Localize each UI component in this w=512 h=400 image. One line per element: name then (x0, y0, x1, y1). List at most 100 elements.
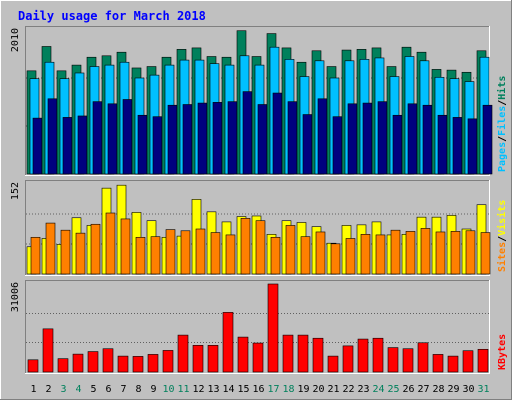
bar-pages-day-17: Pages 17: 1130 (272, 92, 283, 175)
bar-sites-day-12: Sites 12: 76 (195, 228, 206, 275)
bar-pages-day-14: Pages 14: 1010 (227, 101, 238, 175)
x-tick-label-day-19: 19 (297, 384, 309, 395)
bar-sites-day-10: Sites 10: 75 (165, 229, 176, 275)
bar-kbytes-day-18: KBytes 18: 13000 (282, 334, 294, 373)
x-tick-label-day-9: 9 (150, 384, 156, 395)
bar-kbytes-day-10: KBytes 10: 7600 (162, 350, 174, 373)
x-axis-day-labels: 1 2 3 4 5 6 7 8 9 10 11 12 13 14 15 16 17 18 19 20 21 22 23 24 2… (30, 384, 489, 395)
bar-sites-day-4: Sites 4: 69 (75, 232, 86, 275)
x-tick-label-day-5: 5 (90, 384, 96, 395)
legend-entry: Sites (496, 242, 508, 272)
bar-sites-day-1: Sites 1: 62 (30, 236, 41, 275)
bar-kbytes-day-24: KBytes 24: 11900 (372, 337, 384, 373)
legend-entry: KBytes (497, 334, 508, 370)
panel-1: Hits 1: 1440Files 1: 1330Pages 1: 780Hit… (10, 26, 508, 176)
legend-entry: Pages (497, 142, 508, 172)
bar-pages-day-9: Pages 9: 800 (152, 116, 163, 175)
bar-kbytes-day-8: KBytes 8: 5500 (132, 356, 144, 373)
chart-panels: Hits 1: 1440Files 1: 1330Pages 1: 780Hit… (10, 26, 508, 374)
bar-pages-day-26: Pages 26: 980 (407, 103, 418, 175)
legend-entry: Hits (496, 76, 508, 100)
bar-kbytes-day-16: KBytes 16: 10200 (252, 342, 264, 373)
x-tick-label-day-17: 17 (267, 384, 279, 395)
bar-kbytes-day-28: KBytes 28: 6200 (432, 354, 444, 373)
bar-pages-day-21: Pages 21: 800 (332, 116, 343, 175)
bar-kbytes-day-13: KBytes 13: 9400 (207, 345, 219, 373)
bar-pages-day-1: Pages 1: 780 (32, 117, 43, 175)
bar-pages-day-2: Pages 2: 1050 (47, 98, 58, 175)
x-tick-label-day-4: 4 (75, 384, 81, 395)
bar-kbytes-day-22: KBytes 22: 9200 (342, 345, 354, 373)
x-tick-label-day-23: 23 (357, 384, 369, 395)
bar-sites-day-2: Sites 2: 86 (45, 222, 56, 275)
x-tick-label-day-14: 14 (222, 384, 234, 395)
bar-sites-day-16: Sites 16: 90 (255, 220, 266, 275)
legend-entry: / (497, 100, 508, 106)
bar-sites-day-14: Sites 14: 66 (225, 234, 236, 275)
bar-pages-day-19: Pages 19: 830 (302, 114, 313, 175)
x-tick-label-day-31: 31 (477, 384, 489, 395)
bar-kbytes-day-6: KBytes 6: 8200 (102, 348, 114, 373)
x-tick-label-day-28: 28 (432, 384, 444, 395)
bar-pages-day-22: Pages 22: 980 (347, 103, 358, 175)
bar-sites-day-24: Sites 24: 66 (375, 234, 386, 275)
x-tick-label-day-21: 21 (327, 384, 339, 395)
bar-pages-day-5: Pages 5: 1010 (92, 101, 103, 175)
bar-sites-day-9: Sites 9: 63 (150, 236, 161, 275)
bar-sites-day-22: Sites 22: 60 (345, 238, 356, 275)
x-tick-label-day-24: 24 (372, 384, 384, 395)
bar-kbytes-day-29: KBytes 29: 5600 (447, 355, 459, 373)
bar-kbytes-day-5: KBytes 5: 7200 (87, 351, 99, 373)
x-tick-label-day-25: 25 (387, 384, 399, 395)
bar-pages-day-8: Pages 8: 820 (137, 114, 148, 175)
bar-pages-day-20: Pages 20: 1050 (317, 98, 328, 175)
bar-pages-day-15: Pages 15: 1150 (242, 91, 253, 175)
x-tick-label-day-20: 20 (312, 384, 324, 395)
x-tick-label-day-12: 12 (192, 384, 204, 395)
bar-sites-day-23: Sites 23: 67 (360, 234, 371, 275)
x-tick-label-day-11: 11 (177, 384, 189, 395)
bar-pages-day-13: Pages 13: 1000 (212, 102, 223, 175)
x-tick-label-day-6: 6 (105, 384, 111, 395)
x-tick-label-day-8: 8 (135, 384, 141, 395)
bar-kbytes-day-20: KBytes 20: 11900 (312, 337, 324, 373)
bar-kbytes-day-2: KBytes 2: 15200 (42, 328, 54, 373)
bar-kbytes-day-30: KBytes 30: 7500 (462, 350, 474, 373)
x-tick-label-day-22: 22 (342, 384, 354, 395)
bar-pages-day-18: Pages 18: 1010 (287, 101, 298, 175)
panel-legend: Pages/Files/Hits (496, 76, 508, 172)
bar-kbytes-day-4: KBytes 4: 6300 (72, 353, 84, 373)
x-tick-label-day-15: 15 (237, 384, 249, 395)
bar-sites-day-31: Sites 31: 70 (480, 232, 491, 275)
bar-sites-day-21: Sites 21: 51 (330, 243, 341, 275)
bar-pages-day-24: Pages 24: 1010 (377, 101, 388, 175)
y-max-label: 31006 (10, 282, 21, 312)
bar-kbytes-day-17: KBytes 17: 31006 (267, 283, 279, 373)
bar-kbytes-day-7: KBytes 7: 5600 (117, 355, 129, 373)
bar-sites-day-29: Sites 29: 72 (450, 231, 461, 275)
bar-pages-day-27: Pages 27: 960 (422, 104, 433, 175)
y-max-label: 152 (10, 182, 21, 200)
bar-kbytes-day-26: KBytes 26: 8200 (402, 348, 414, 373)
bar-pages-day-10: Pages 10: 960 (167, 104, 178, 175)
bar-sites-day-11: Sites 11: 73 (180, 230, 191, 275)
bar-pages-day-28: Pages 28: 820 (437, 114, 448, 175)
bar-pages-day-16: Pages 16: 970 (257, 104, 268, 175)
bar-kbytes-day-3: KBytes 3: 4700 (57, 358, 69, 373)
bar-sites-day-18: Sites 18: 82 (285, 225, 296, 275)
bar-kbytes-day-19: KBytes 19: 13000 (297, 334, 309, 373)
bar-sites-day-19: Sites 19: 63 (300, 236, 311, 275)
x-tick-label-day-13: 13 (207, 384, 219, 395)
bar-pages-day-11: Pages 11: 970 (182, 104, 193, 175)
bar-sites-day-30: Sites 30: 73 (465, 230, 476, 275)
bar-kbytes-day-14: KBytes 14: 21000 (222, 312, 234, 373)
bar-kbytes-day-12: KBytes 12: 9400 (192, 345, 204, 373)
bar-sites-day-17: Sites 17: 62 (270, 236, 281, 275)
bar-kbytes-day-11: KBytes 11: 13000 (177, 334, 189, 373)
bar-sites-day-20: Sites 20: 71 (315, 231, 326, 275)
bar-pages-day-7: Pages 7: 1040 (122, 99, 133, 175)
bar-pages-day-23: Pages 23: 990 (362, 102, 373, 175)
bar-kbytes-day-27: KBytes 27: 10300 (417, 342, 429, 373)
x-tick-label-day-2: 2 (45, 384, 51, 395)
